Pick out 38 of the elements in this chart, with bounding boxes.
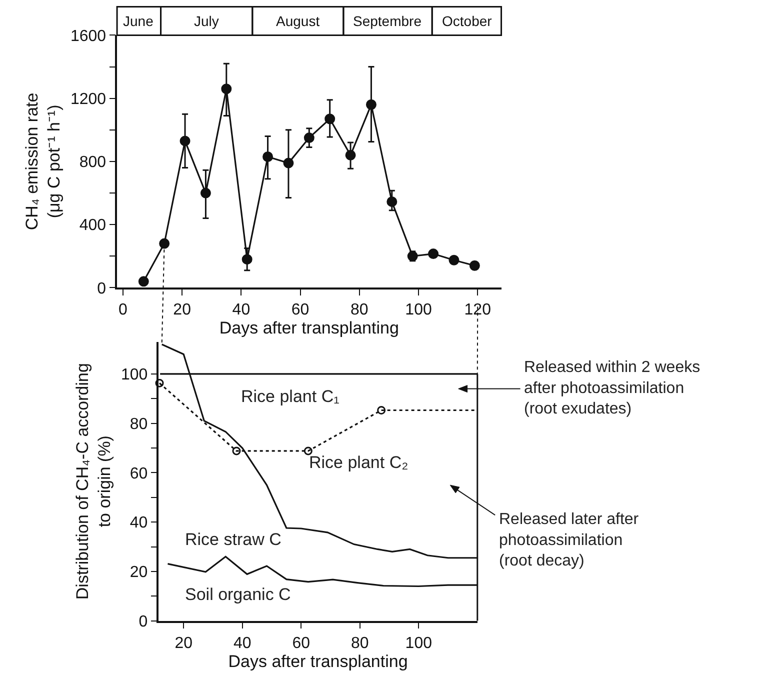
x-axis-title: Days after transplanting [228,652,408,671]
y-tick-label: 400 [79,217,106,234]
x-tick-label: 100 [405,302,432,319]
x-axis-title: Days after transplanting [219,318,399,338]
y-tick-label: 20 [130,564,148,582]
y-tick-label: 0 [97,280,106,298]
x-tick-label: 80 [350,634,369,652]
text: Released within 2 weeks after photoassimilation (root exudates) [524,359,700,418]
y-axis-title: Distribution of CH₄-C according to origin (%) [72,363,114,600]
x-tick-label: 60 [291,302,310,319]
x-tick-label: 40 [232,302,250,319]
x-tick-label: 40 [233,634,252,652]
annotation: Rice straw C [185,530,282,549]
y-tick-label: 800 [79,154,106,172]
text: Septembre [353,13,422,29]
annotation: Soil organic C [185,585,291,604]
y-tick-label: 1200 [70,90,106,108]
x-tick-label: 80 [350,302,368,319]
x-tick-label: 20 [174,634,193,652]
x-tick-label: 120 [464,302,492,319]
y-tick-label: 40 [130,514,148,532]
y-tick-label: 80 [130,416,148,433]
y-tick-label: 0 [138,613,148,630]
y-tick-label: 60 [130,465,148,482]
text: August [276,13,320,29]
text: Released later after photoassimilation (root decay) [499,511,640,570]
text: July [194,13,219,29]
x-tick-label: 20 [173,302,192,319]
x-tick-label: 100 [405,634,432,652]
x-tick-label: 0 [118,302,128,319]
x-tick-label: 60 [292,634,310,652]
text: June [123,13,154,29]
y-tick-label: 100 [120,366,148,384]
text: October [442,13,492,29]
y-tick-label: 1600 [70,28,106,45]
annotation: Rice plant C₁ [241,387,340,406]
y-axis-title: CH₄ emission rate (μg C pot⁻¹ h⁻¹) [22,92,64,230]
annotation: Rice plant C₂ [309,453,408,472]
